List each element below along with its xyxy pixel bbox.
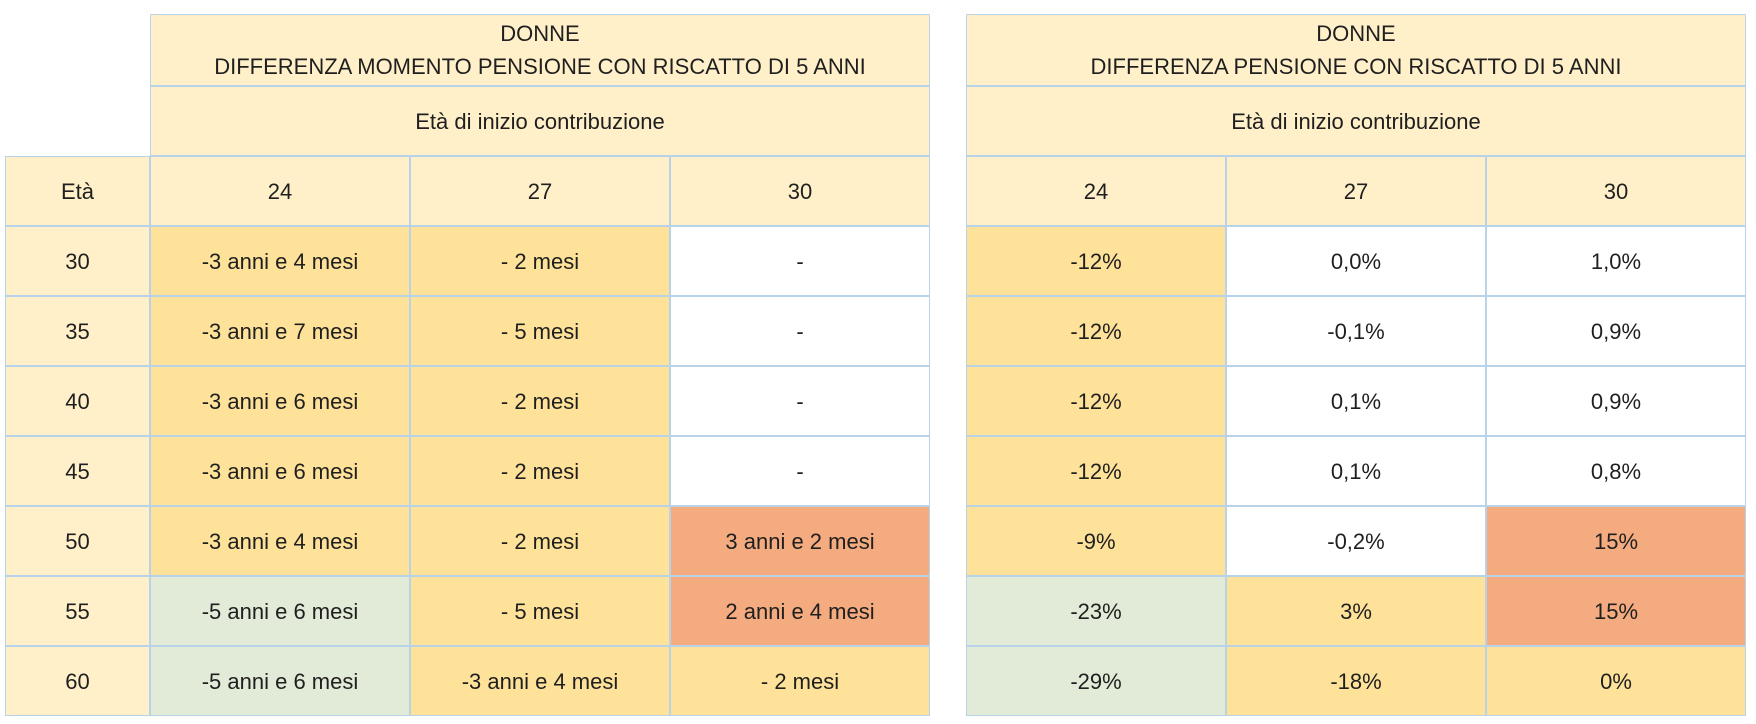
table-cell: -0,1% [1226, 296, 1486, 366]
table-cell: -3 anni e 7 mesi [150, 296, 410, 366]
row-age-label: 45 [5, 436, 150, 506]
table-cell: -0,2% [1226, 506, 1486, 576]
table-cell: - 2 mesi [410, 436, 670, 506]
table-cell: -9% [966, 506, 1226, 576]
table-cell: - [670, 296, 930, 366]
table-cell: -12% [966, 436, 1226, 506]
table-cell: - [670, 226, 930, 296]
table-cell: 3% [1226, 576, 1486, 646]
table-cell: - 2 mesi [670, 646, 930, 716]
table-cell: 1,0% [1486, 226, 1746, 296]
table-subtitle: Età di inizio contribuzione [150, 86, 930, 156]
table-cell: - [670, 366, 930, 436]
table-cell: 15% [1486, 576, 1746, 646]
row-age-label: 60 [5, 646, 150, 716]
table-cell: 2 anni e 4 mesi [670, 576, 930, 646]
table-cell: - 2 mesi [410, 366, 670, 436]
row-age-label: 30 [5, 226, 150, 296]
table-cell: - 5 mesi [410, 576, 670, 646]
table-cell: -3 anni e 4 mesi [150, 506, 410, 576]
table-title: DONNE DIFFERENZA MOMENTO PENSIONE CON RI… [150, 14, 930, 86]
table-cell: - [670, 436, 930, 506]
table-cell: -3 anni e 6 mesi [150, 366, 410, 436]
table-cell: -3 anni e 6 mesi [150, 436, 410, 506]
table-cell: 3 anni e 2 mesi [670, 506, 930, 576]
table-cell: -5 anni e 6 mesi [150, 576, 410, 646]
table-cell: 0,9% [1486, 366, 1746, 436]
table-cell: - 2 mesi [410, 506, 670, 576]
table-subtitle: Età di inizio contribuzione [966, 86, 1746, 156]
row-age-label: 40 [5, 366, 150, 436]
table-cell: 0,1% [1226, 436, 1486, 506]
table-cell: 0,9% [1486, 296, 1746, 366]
column-header-30: 30 [670, 156, 930, 226]
row-age-label: 35 [5, 296, 150, 366]
table-title: DONNE DIFFERENZA PENSIONE CON RISCATTO D… [966, 14, 1746, 86]
column-header-27: 27 [410, 156, 670, 226]
table-cell: -12% [966, 366, 1226, 436]
table-cell: 0% [1486, 646, 1746, 716]
row-age-label: 50 [5, 506, 150, 576]
age-column-header: Età [5, 156, 150, 226]
column-header-27: 27 [1226, 156, 1486, 226]
table-cell: - 2 mesi [410, 226, 670, 296]
table-cell: -29% [966, 646, 1226, 716]
table-cell: -12% [966, 296, 1226, 366]
row-age-label: 55 [5, 576, 150, 646]
table-cell: -18% [1226, 646, 1486, 716]
table-cell: -3 anni e 4 mesi [150, 226, 410, 296]
table-cell: - 5 mesi [410, 296, 670, 366]
table-cell: -12% [966, 226, 1226, 296]
table-cell: -3 anni e 4 mesi [410, 646, 670, 716]
column-header-30: 30 [1486, 156, 1746, 226]
table-cell: 15% [1486, 506, 1746, 576]
table-cell: -5 anni e 6 mesi [150, 646, 410, 716]
table-cell: -23% [966, 576, 1226, 646]
column-header-24: 24 [150, 156, 410, 226]
table-cell: 0,0% [1226, 226, 1486, 296]
column-header-24: 24 [966, 156, 1226, 226]
table-cell: 0,1% [1226, 366, 1486, 436]
table-cell: 0,8% [1486, 436, 1746, 506]
